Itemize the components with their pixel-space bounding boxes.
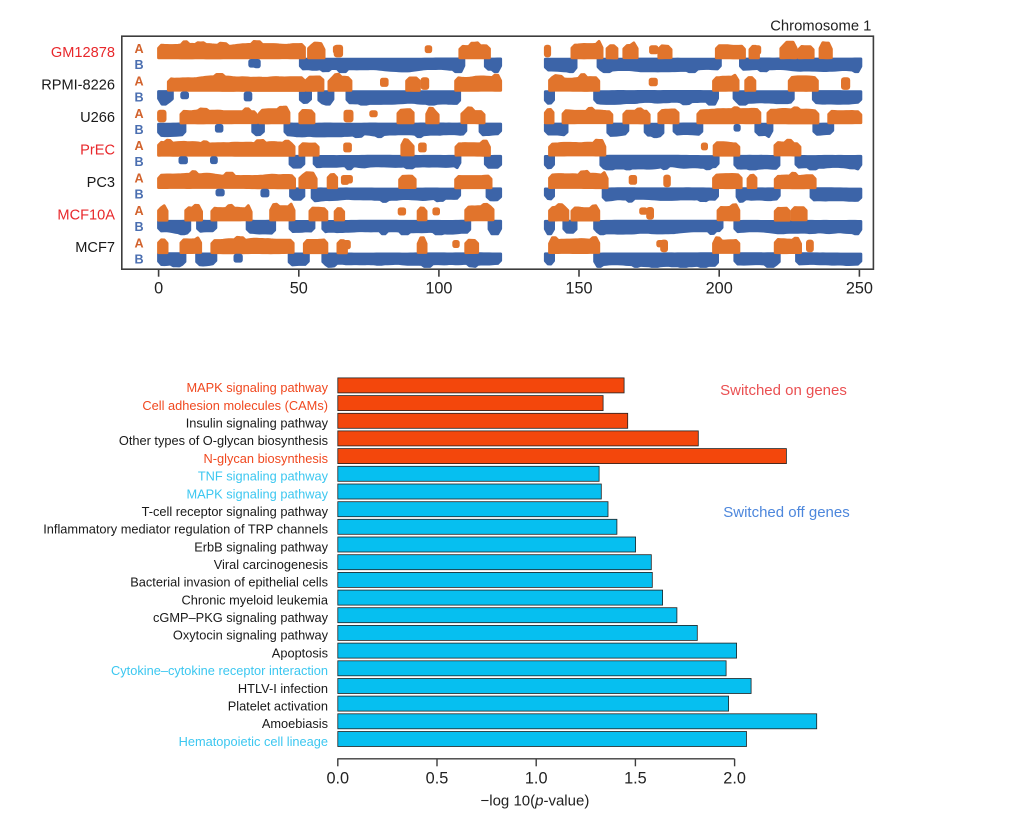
svg-text:A: A (134, 172, 143, 186)
svg-text:PrEC: PrEC (80, 143, 115, 159)
svg-text:1.0: 1.0 (525, 770, 548, 788)
svg-text:150: 150 (565, 280, 592, 298)
svg-text:A: A (134, 237, 143, 251)
svg-text:Chronic myeloid leukemia: Chronic myeloid leukemia (181, 592, 328, 607)
svg-text:200: 200 (706, 280, 733, 298)
svg-text:100: 100 (425, 280, 452, 298)
svg-text:MCF7: MCF7 (75, 240, 115, 256)
svg-text:RPMI-8226: RPMI-8226 (41, 78, 115, 94)
svg-text:B: B (134, 90, 143, 104)
svg-text:Apoptosis: Apoptosis (272, 645, 328, 660)
svg-text:U266: U266 (80, 110, 115, 126)
svg-text:B: B (134, 188, 143, 202)
svg-text:MCF10A: MCF10A (57, 207, 115, 223)
svg-text:PC3: PC3 (87, 175, 115, 191)
svg-text:B: B (134, 155, 143, 169)
svg-text:Inflammatory mediator regulati: Inflammatory mediator regulation of TRP … (43, 522, 328, 537)
svg-text:B: B (134, 58, 143, 72)
svg-text:Hematopoietic cell lineage: Hematopoietic cell lineage (179, 734, 328, 749)
svg-text:GM12878: GM12878 (51, 45, 115, 61)
svg-text:0.5: 0.5 (426, 770, 449, 788)
svg-text:Switched on genes: Switched on genes (720, 382, 847, 399)
svg-text:Oxytocin signaling pathway: Oxytocin signaling pathway (173, 628, 329, 643)
svg-text:B: B (134, 123, 143, 137)
svg-text:Chromosome 1: Chromosome 1 (770, 19, 871, 35)
svg-text:Platelet activation: Platelet activation (228, 698, 328, 713)
svg-text:cGMP–PKG signaling pathway: cGMP–PKG signaling pathway (153, 610, 329, 625)
svg-text:Amoebiasis: Amoebiasis (262, 716, 328, 731)
svg-text:N-glycan biosynthesis: N-glycan biosynthesis (204, 451, 328, 466)
svg-text:TNF signaling pathway: TNF signaling pathway (198, 469, 329, 484)
svg-text:Switched off genes: Switched off genes (723, 504, 849, 521)
svg-text:1.5: 1.5 (624, 770, 647, 788)
svg-text:A: A (134, 42, 143, 56)
svg-text:A: A (134, 139, 143, 153)
svg-text:0.0: 0.0 (326, 770, 349, 788)
svg-text:Viral carcinogenesis: Viral carcinogenesis (214, 557, 328, 572)
svg-text:A: A (134, 107, 143, 121)
svg-text:Insulin signaling pathway: Insulin signaling pathway (186, 416, 329, 431)
svg-text:HTLV-I infection: HTLV-I infection (238, 681, 328, 696)
svg-text:MAPK signaling pathway: MAPK signaling pathway (186, 486, 328, 501)
svg-text:Bacterial invasion of epitheli: Bacterial invasion of epithelial cells (130, 575, 328, 590)
svg-text:T-cell receptor signaling path: T-cell receptor signaling pathway (142, 504, 329, 519)
svg-text:ErbB signaling pathway: ErbB signaling pathway (194, 539, 328, 554)
svg-text:B: B (134, 220, 143, 234)
svg-text:MAPK signaling pathway: MAPK signaling pathway (186, 380, 328, 395)
svg-text:B: B (134, 253, 143, 267)
svg-text:50: 50 (290, 280, 308, 298)
svg-text:A: A (134, 204, 143, 218)
svg-text:A: A (134, 74, 143, 88)
svg-text:250: 250 (846, 280, 873, 298)
svg-text:−log 10(p-value): −log 10(p-value) (481, 793, 590, 810)
svg-text:Other types of O-glycan biosyn: Other types of O-glycan biosynthesis (119, 433, 328, 448)
svg-text:2.0: 2.0 (723, 770, 746, 788)
svg-text:Cytokine–cytokine receptor int: Cytokine–cytokine receptor interaction (111, 663, 328, 678)
svg-text:Cell adhesion molecules (CAMs): Cell adhesion molecules (CAMs) (142, 398, 328, 413)
svg-text:0: 0 (154, 280, 163, 298)
